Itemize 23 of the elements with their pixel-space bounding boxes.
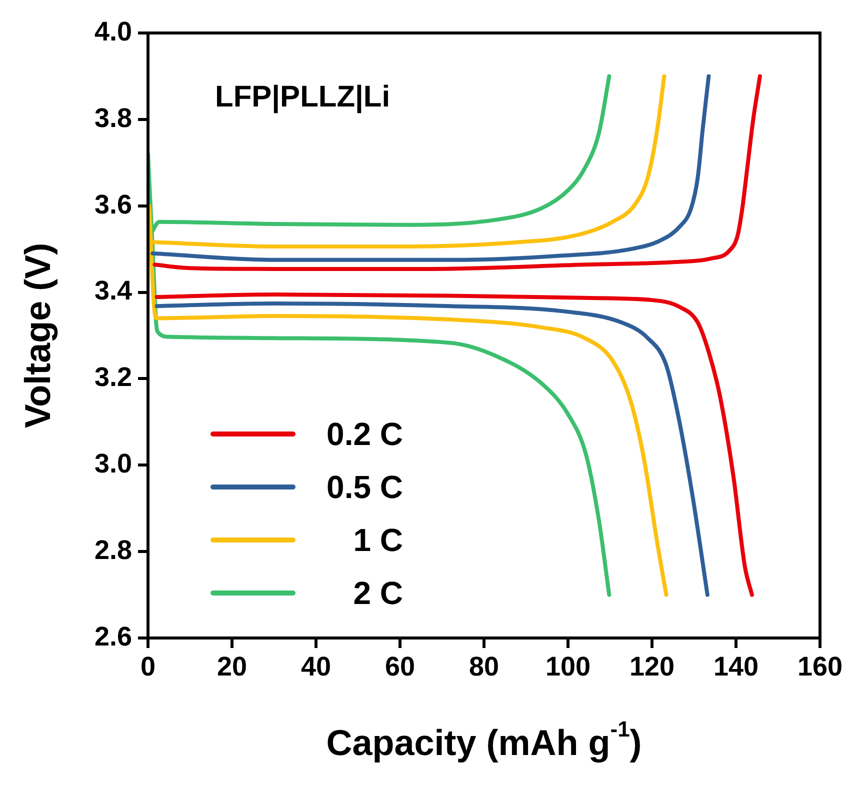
y-tick-label: 3.0 [94, 448, 132, 479]
x-tick-label: 120 [629, 652, 675, 682]
legend-label: 2 C [353, 574, 403, 611]
y-tick-label: 2.6 [94, 621, 132, 652]
x-tick-label: 100 [545, 652, 591, 682]
y-tick-label: 4.0 [94, 16, 132, 46]
y-axis-title: Voltage (V) [16, 242, 58, 428]
x-tick-label: 40 [300, 652, 332, 682]
x-tick-label: 60 [384, 652, 416, 682]
legend-label: 0.5 C [326, 468, 403, 505]
y-tick-label: 3.2 [94, 362, 132, 392]
x-tick-label: 160 [797, 652, 843, 682]
x-tick-label: 140 [713, 652, 759, 682]
y-tick-label: 3.8 [94, 102, 132, 133]
legend-label: 1 C [353, 522, 403, 558]
x-tick-label: 80 [468, 652, 500, 682]
legend-label: 0.2 C [326, 416, 403, 452]
y-tick-label: 2.8 [94, 535, 132, 566]
x-tick-label: 0 [140, 652, 156, 682]
y-tick-label: 3.6 [94, 189, 132, 220]
x-tick-label: 20 [216, 652, 248, 682]
annotation: LFP|PLLZ|Li [215, 80, 390, 114]
y-tick-label: 3.4 [94, 276, 132, 306]
